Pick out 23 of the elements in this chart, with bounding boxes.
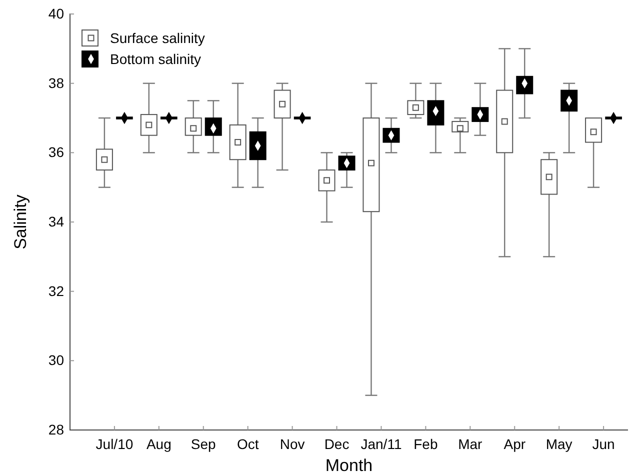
x-tick-label: Jun — [592, 436, 615, 452]
x-tick-label: Feb — [414, 436, 438, 452]
y-axis-title: Salinity — [11, 194, 30, 250]
x-tick-label: Mar — [458, 436, 483, 452]
x-tick-label: Apr — [504, 436, 526, 452]
y-tick-label: 38 — [48, 74, 64, 91]
x-tick-label: Jul/10 — [96, 436, 134, 452]
x-tick-label: Aug — [146, 436, 172, 452]
x-tick-label: May — [546, 436, 572, 452]
y-tick-label: 32 — [48, 282, 64, 299]
y-tick-label: 30 — [48, 352, 64, 368]
y-tick-label: 40 — [48, 5, 64, 22]
x-tick-label: Dec — [324, 436, 350, 452]
legend-label: Bottom salinity — [110, 51, 202, 67]
x-tick-label: Nov — [280, 436, 305, 452]
y-tick-label: 36 — [48, 144, 64, 160]
y-tick-label: 28 — [48, 421, 64, 438]
x-tick-label: Jan/11 — [360, 436, 402, 452]
legend-label: Surface salinity — [110, 30, 205, 46]
x-tick-label: Oct — [236, 436, 259, 452]
x-tick-label: Sep — [190, 436, 216, 452]
y-tick-label: 34 — [48, 213, 64, 230]
x-axis-title: Month — [325, 456, 373, 475]
